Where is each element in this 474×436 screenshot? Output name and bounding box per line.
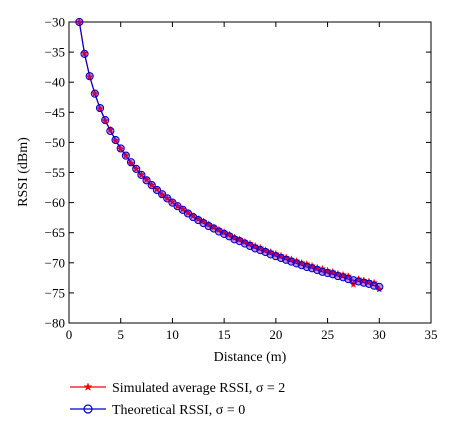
- theoretical-point: [137, 170, 146, 180]
- legend: Simulated average RSSI, σ = 2 Theoretica…: [70, 381, 285, 418]
- simulated-point: [147, 180, 156, 189]
- simulated-point: [277, 251, 285, 259]
- theoretical-point: [111, 135, 120, 145]
- simulated-point: [282, 253, 291, 261]
- simulated-point: [101, 116, 110, 125]
- x-tick-label: 25: [321, 327, 334, 342]
- simulated-point: [287, 255, 296, 263]
- y-tick-label: −50: [45, 135, 65, 150]
- y-tick-label: −45: [45, 105, 65, 120]
- x-tick-label: 0: [66, 327, 73, 342]
- simulated-point: [246, 239, 254, 247]
- theoretical-point: [80, 49, 89, 59]
- theoretical-point: [90, 89, 99, 98]
- y-tick-label: −80: [45, 316, 65, 331]
- y-axis-label: RSSI (dBm): [16, 137, 31, 207]
- x-axis-ticks: 0 5 10 15 20 25 30 35: [66, 22, 438, 342]
- theoretical-point: [142, 176, 151, 185]
- simulated-point: [111, 136, 120, 144]
- theoretical-point: [163, 194, 172, 203]
- legend-marker-simulated: [70, 382, 106, 391]
- simulated-point: [256, 243, 265, 252]
- theoretical-point: [375, 282, 384, 291]
- simulated-point: [271, 249, 280, 258]
- legend-marker-theoretical: [70, 404, 106, 414]
- simulated-point: [266, 247, 275, 256]
- simulated-point: [152, 185, 161, 193]
- simulated-point: [292, 256, 301, 265]
- simulated-point: [90, 89, 99, 98]
- simulated-point: [163, 194, 172, 202]
- legend-label-simulated: Simulated average RSSI, σ = 2: [112, 381, 285, 396]
- y-tick-label: −35: [45, 45, 65, 60]
- y-tick-label: −65: [45, 225, 65, 240]
- y-tick-label: −75: [45, 285, 65, 300]
- y-tick-label: −70: [45, 255, 65, 270]
- legend-star-marker: [83, 382, 93, 391]
- theoretical-point: [101, 116, 110, 125]
- theoretical-point: [85, 72, 94, 81]
- y-tick-label: −55: [45, 165, 65, 180]
- theoretical-point: [121, 151, 130, 160]
- theoretical-point: [95, 103, 105, 113]
- simulated-point: [121, 151, 130, 160]
- y-tick-label: −30: [45, 15, 65, 30]
- x-axis-label: Distance (m): [214, 350, 287, 365]
- theoretical-point: [116, 144, 125, 153]
- simulated-point: [116, 144, 125, 153]
- simulated-point: [297, 258, 306, 267]
- legend-label-theoretical: Theoretical RSSI, σ = 0: [112, 403, 245, 418]
- simulated-point: [96, 104, 104, 113]
- simulated-point: [142, 175, 151, 184]
- x-tick-label: 30: [373, 327, 386, 342]
- theoretical-point: [126, 158, 136, 167]
- simulated-point: [75, 17, 84, 26]
- theoretical-point: [157, 190, 167, 199]
- simulated-point: [127, 159, 136, 167]
- y-tick-label: −40: [45, 75, 65, 90]
- theoretical-point: [132, 164, 141, 173]
- x-tick-label: 10: [166, 327, 179, 342]
- simulated-point: [137, 170, 146, 179]
- y-tick-label: −60: [45, 195, 65, 210]
- simulated-point: [251, 241, 260, 250]
- theoretical-point: [147, 181, 156, 190]
- x-tick-label: 15: [218, 327, 231, 342]
- simulated-point: [333, 269, 342, 278]
- theoretical-point: [106, 126, 115, 136]
- y-axis-ticks: −30 −35 −40 −45 −50 −55 −60 −65 −70 −75 −80: [45, 15, 431, 331]
- theoretical-point: [75, 17, 84, 27]
- x-tick-label: 20: [269, 327, 282, 342]
- legend-circle-marker: [83, 404, 93, 414]
- x-tick-label: 35: [425, 327, 438, 342]
- simulated-point: [80, 49, 89, 57]
- x-tick-label: 5: [117, 327, 124, 342]
- simulated-point: [313, 263, 322, 271]
- theoretical-point: [152, 185, 162, 195]
- simulated-point: [132, 164, 141, 173]
- simulated-point: [85, 72, 94, 81]
- plot-series: [75, 17, 384, 293]
- simulated-point: [158, 190, 167, 199]
- plot-area: [68, 21, 432, 324]
